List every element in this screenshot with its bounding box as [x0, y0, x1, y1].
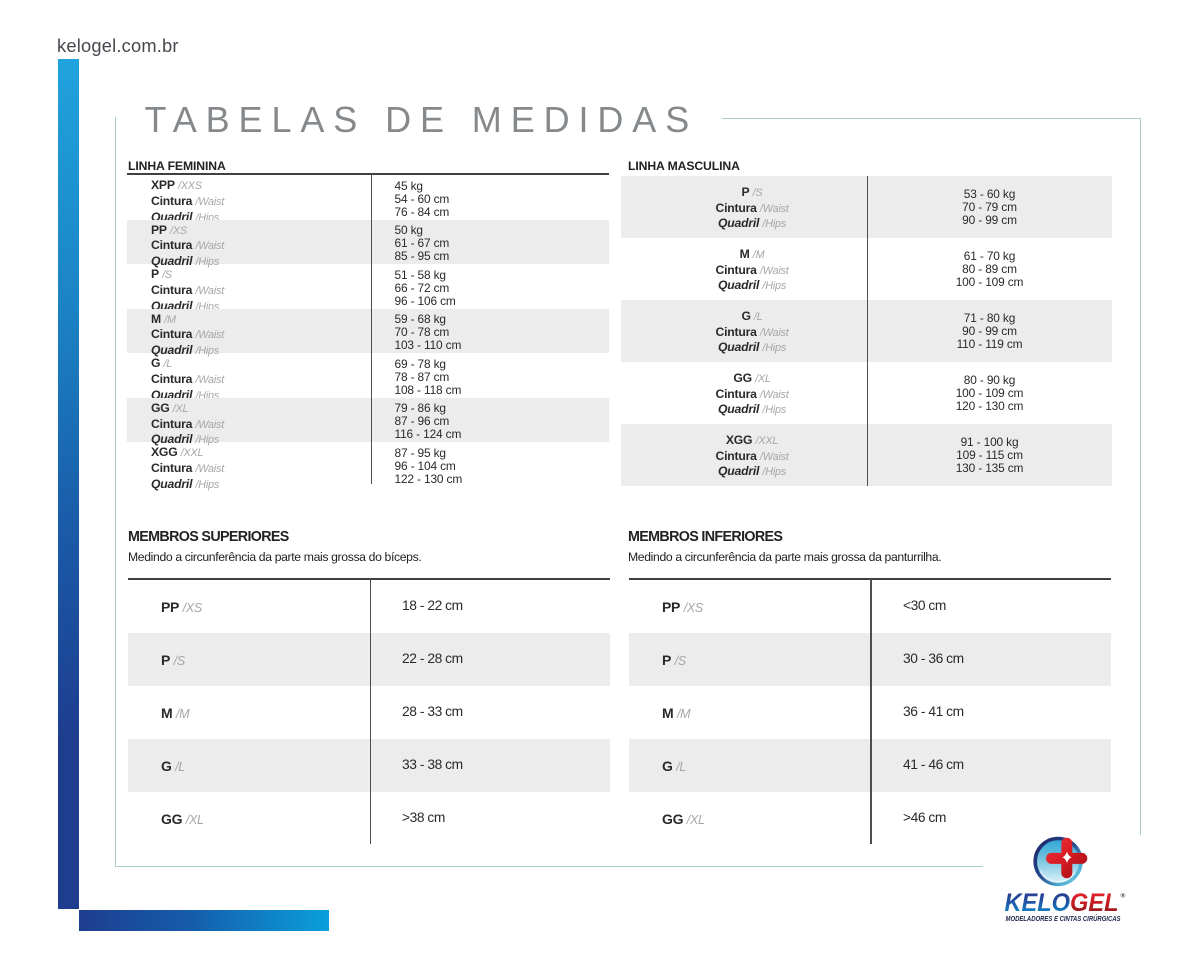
- svg-text:KELOGEL: KELOGEL: [1005, 890, 1119, 917]
- svg-text:®: ®: [1121, 892, 1126, 900]
- svg-text:MODELADORES E CINTAS CIRÚRGICA: MODELADORES E CINTAS CIRÚRGICAS: [1006, 914, 1121, 923]
